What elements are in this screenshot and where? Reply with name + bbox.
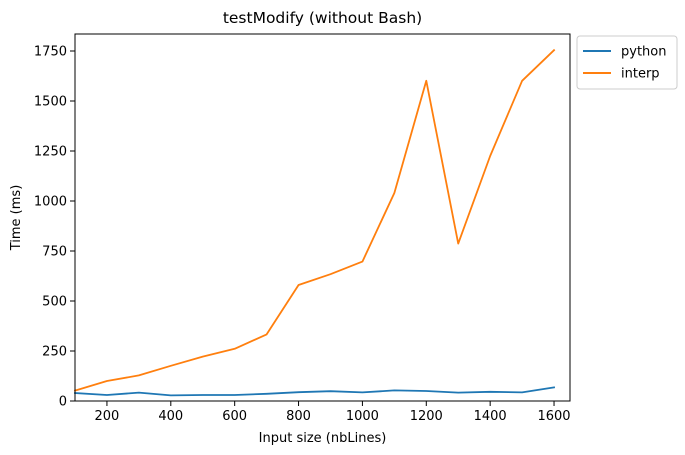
x-tick-label: 600: [222, 409, 247, 424]
y-tick-label: 1500: [34, 95, 67, 110]
x-tick-label: 1600: [537, 409, 570, 424]
series-layer: [73, 48, 556, 397]
y-axis-label: Time (ms): [9, 185, 24, 252]
x-tick-label: 200: [95, 409, 120, 424]
series-line-interp: [73, 48, 556, 392]
legend-label-python: python: [621, 45, 666, 60]
x-axis-label: Input size (nbLines): [259, 431, 387, 446]
legend: python interp: [576, 35, 678, 90]
axes-layer: [74, 33, 571, 402]
y-tick-label: 750: [42, 245, 67, 260]
x-tick-label: 400: [158, 409, 183, 424]
y-tick-label: 1250: [34, 145, 67, 160]
x-tick-label: 1400: [474, 409, 507, 424]
plot-frame: [74, 33, 571, 402]
y-tick-label: 1750: [34, 45, 67, 60]
y-tick-label: 500: [42, 295, 67, 310]
chart-title: testModify (without Bash): [223, 9, 422, 27]
x-tick-label: 1000: [346, 409, 379, 424]
y-tick-label: 1000: [34, 195, 67, 210]
x-tick-label: 1200: [410, 409, 443, 424]
legend-label-interp: interp: [621, 67, 660, 82]
y-tick-label: 250: [42, 345, 67, 360]
ticks-layer: 200 400 600 800 1000 1200 1400 1600 0 250 500 750 10…: [34, 45, 571, 425]
series-line-python: [74, 386, 556, 397]
legend-box: [576, 35, 678, 90]
y-tick-label: 0: [59, 395, 67, 410]
x-tick-label: 800: [286, 409, 311, 424]
